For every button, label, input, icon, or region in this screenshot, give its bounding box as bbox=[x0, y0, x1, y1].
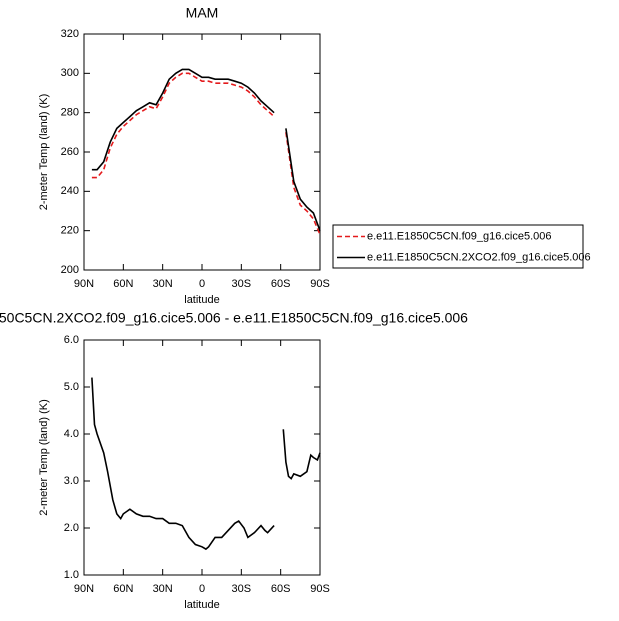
y-tick-label: 1.0 bbox=[64, 569, 79, 581]
data-line bbox=[91, 72, 321, 235]
x-tick-label: 60N bbox=[113, 583, 133, 595]
y-tick-label: 320 bbox=[61, 28, 79, 40]
data-line bbox=[91, 377, 321, 551]
x-tick-label: 30S bbox=[232, 278, 252, 290]
y-tick-label: 6.0 bbox=[64, 334, 79, 346]
x-tick-label: 30S bbox=[232, 583, 252, 595]
chart-title: MAM bbox=[186, 5, 219, 21]
y-tick-label: 240 bbox=[61, 185, 79, 197]
y-tick-label: 4.0 bbox=[64, 428, 79, 440]
x-tick-label: 60S bbox=[271, 583, 291, 595]
x-tick-label: 90S bbox=[310, 583, 330, 595]
legend-label: e.e11.E1850C5CN.2XCO2.f09_g16.cice5.006 bbox=[367, 251, 591, 263]
y-tick-label: 2.0 bbox=[64, 522, 79, 534]
y-axis-label: 2-meter Temp (land) (K) bbox=[38, 94, 50, 211]
x-tick-label: 90N bbox=[74, 278, 94, 290]
x-tick-label: 90S bbox=[310, 278, 330, 290]
x-tick-label: 60N bbox=[113, 278, 133, 290]
y-tick-label: 280 bbox=[61, 107, 79, 119]
y-axis-label: 2-meter Temp (land) (K) bbox=[38, 399, 50, 516]
y-tick-label: 200 bbox=[61, 264, 79, 276]
y-tick-label: 300 bbox=[61, 67, 79, 79]
x-tick-label: 0 bbox=[199, 278, 205, 290]
x-axis-label: latitude bbox=[184, 294, 219, 306]
x-axis-label: latitude bbox=[184, 599, 219, 611]
x-tick-label: 30N bbox=[153, 278, 173, 290]
chart-title: e.e11.E1850C5CN.2XCO2.f09_g16.cice5.006 … bbox=[0, 310, 468, 326]
y-tick-label: 3.0 bbox=[64, 475, 79, 487]
legend-label: e.e11.E1850C5CN.f09_g16.cice5.006 bbox=[367, 230, 552, 242]
y-tick-label: 5.0 bbox=[64, 381, 79, 393]
x-tick-label: 30N bbox=[153, 583, 173, 595]
legend-box bbox=[332, 224, 584, 269]
plot-frame bbox=[83, 33, 321, 271]
data-line bbox=[91, 68, 321, 231]
y-tick-label: 220 bbox=[61, 225, 79, 237]
x-tick-label: 0 bbox=[199, 583, 205, 595]
x-tick-label: 60S bbox=[271, 278, 291, 290]
plot-frame bbox=[83, 339, 321, 576]
x-tick-label: 90N bbox=[74, 583, 94, 595]
y-tick-label: 260 bbox=[61, 146, 79, 158]
